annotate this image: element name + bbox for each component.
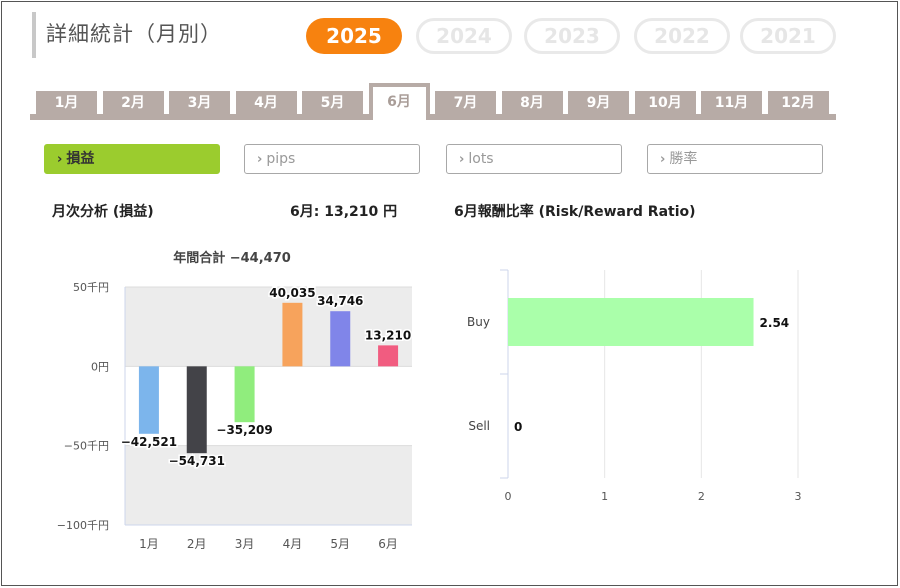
bar-4月[interactable]: [282, 302, 303, 367]
month-tab-2[interactable]: 2月: [102, 91, 164, 115]
chart-title: 年間合計 −44,470: [173, 250, 291, 266]
month-tab-8[interactable]: 8月: [501, 91, 563, 115]
monthly-pl-chart: 年間合計 −44,470 50千円 0円 −50千円 −100千円 −42,521 1月 −5…: [57, 250, 413, 551]
month-tab-3[interactable]: 3月: [169, 91, 230, 115]
filter-lots-button[interactable]: › lots: [446, 144, 622, 174]
risk-reward-chart: 0 1 2 3 Buy 2.54 Sell 0: [467, 269, 802, 503]
filter-pips-button[interactable]: › pips: [244, 144, 420, 174]
month-tab-11[interactable]: 11月: [701, 91, 762, 115]
x-tick-label: 4月: [283, 537, 303, 551]
data-label: −42,521: [121, 435, 177, 449]
x-tick-label: 3月: [235, 537, 255, 551]
month-tab-6[interactable]: 6月: [368, 83, 430, 120]
data-label: −54,731: [169, 454, 225, 468]
filter-label: 損益: [66, 151, 95, 167]
year-tab-2022[interactable]: 2022: [634, 18, 730, 54]
chevron-right-icon: ›: [57, 152, 63, 167]
chevron-right-icon: ›: [459, 152, 465, 167]
bar-Buy[interactable]: [508, 298, 754, 346]
year-tab-2025[interactable]: 2025: [306, 18, 402, 54]
x-tick-label: 1: [601, 490, 608, 503]
x-tick-label: 2月: [187, 537, 207, 551]
x-tick-label: 6月: [378, 537, 398, 551]
month-tab-7[interactable]: 7月: [435, 91, 496, 115]
chevron-right-icon: ›: [257, 152, 263, 167]
y-tick-label: −100千円: [57, 519, 109, 532]
data-label: −35,209: [216, 423, 272, 437]
page-title: 詳細統計（月別）: [46, 22, 222, 46]
data-label: 2.54: [760, 316, 790, 330]
bar-3月[interactable]: [234, 366, 255, 423]
y-tick-label: −50千円: [64, 440, 109, 453]
y-tick-label: 50千円: [73, 281, 109, 294]
data-label: 34,746: [317, 294, 363, 308]
y-tick-label: 0円: [91, 360, 109, 373]
data-label: 0: [514, 420, 522, 434]
x-tick-label: 0: [505, 490, 512, 503]
x-tick-label: 3: [795, 490, 802, 503]
filter-label: 勝率: [669, 151, 698, 167]
year-tab-2023[interactable]: 2023: [524, 18, 620, 54]
bar-2月[interactable]: [186, 366, 207, 454]
month-tab-baseline: [30, 114, 836, 120]
bar-1月[interactable]: [138, 366, 159, 434]
month-tab-4[interactable]: 4月: [235, 91, 297, 115]
x-tick-label: 5月: [330, 537, 350, 551]
plot-band: [125, 287, 412, 367]
filter-pl-button[interactable]: › 損益: [44, 144, 220, 174]
month-tab-1[interactable]: 1月: [36, 91, 97, 115]
x-tick-label: 1月: [139, 537, 159, 551]
month-tab-5[interactable]: 5月: [302, 91, 363, 115]
month-tab-12[interactable]: 12月: [767, 91, 829, 115]
chevron-right-icon: ›: [660, 152, 666, 167]
monthly-analysis-heading: 月次分析 (損益): [52, 204, 154, 220]
monthly-summary: 6月: 13,210 円: [290, 204, 398, 220]
month-tab-9[interactable]: 9月: [568, 91, 629, 115]
rr-heading: 6月報酬比率 (Risk/Reward Ratio): [454, 204, 696, 220]
bar-5月[interactable]: [330, 311, 351, 367]
y-category-label: Sell: [468, 419, 490, 433]
filter-label: lots: [468, 151, 494, 167]
filter-label: pips: [266, 151, 296, 167]
month-tab-10[interactable]: 10月: [634, 91, 696, 115]
filter-winrate-button[interactable]: › 勝率: [647, 144, 823, 174]
y-category-label: Buy: [467, 315, 490, 329]
data-label: 40,035: [269, 286, 315, 300]
year-tab-2024[interactable]: 2024: [416, 18, 512, 54]
x-tick-label: 2: [698, 490, 705, 503]
bar-6月[interactable]: [378, 345, 399, 367]
year-tab-2021[interactable]: 2021: [740, 18, 836, 54]
title-accent-bar: [32, 12, 36, 58]
data-label: 13,210: [365, 328, 411, 342]
plot-band: [125, 445, 412, 525]
